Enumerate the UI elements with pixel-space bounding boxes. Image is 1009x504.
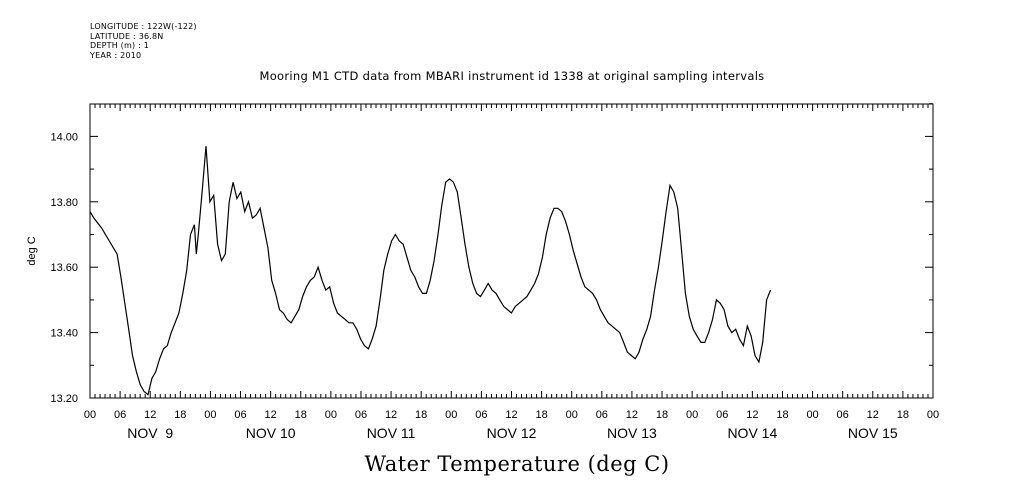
x-axis: 00 06 12 18 00 06 12 18 00 06 12 18 00 06 12 18 00 06 12 18… <box>84 391 939 441</box>
x-tick-label: 18 <box>295 409 307 421</box>
x-tick-label: 12 <box>265 409 277 421</box>
x-tick-label: 00 <box>204 409 216 421</box>
x-day-label: NOV 11 <box>367 425 416 441</box>
series-line <box>89 146 772 396</box>
x-day-label: NOV 9 <box>127 425 173 441</box>
x-tick-label: 00 <box>806 409 818 421</box>
y-axis: 13.20 13.40 13.60 13.80 14.00 <box>50 103 933 405</box>
x-tick-label: 06 <box>716 409 728 421</box>
meta-longitude: LONGITUDE : 122W(-122) <box>90 22 197 31</box>
x-tick-label: 00 <box>686 409 698 421</box>
x-tick-label: 12 <box>144 409 156 421</box>
top-axis <box>89 104 934 111</box>
meta-latitude: LATITUDE : 36.8N <box>90 31 164 41</box>
plot-frame <box>89 103 934 399</box>
x-day-label: NOV 15 <box>848 425 898 441</box>
x-tick-label: 18 <box>776 409 788 421</box>
y-tick-label: 13.80 <box>50 197 78 209</box>
x-tick-label: 18 <box>656 409 668 421</box>
x-tick-label: 18 <box>415 409 427 421</box>
meta-year: YEAR : 2010 <box>90 50 142 60</box>
x-tick-label: 12 <box>626 409 638 421</box>
x-tick-label: 06 <box>234 409 246 421</box>
x-tick-label: 18 <box>897 409 909 421</box>
x-tick-label: 06 <box>355 409 367 421</box>
chart-title: Mooring M1 CTD data from MBARI instrumen… <box>259 69 765 83</box>
x-day-label: NOV 10 <box>246 425 296 441</box>
y-tick-label: 13.40 <box>50 328 78 340</box>
x-tick-label: 06 <box>837 409 849 421</box>
y-axis-label: deg C <box>26 236 38 265</box>
x-day-label: NOV 14 <box>727 425 777 441</box>
metadata-block: LONGITUDE : 122W(-122) LATITUDE : 36.8N … <box>90 22 197 60</box>
x-tick-label: 12 <box>385 409 397 421</box>
x-tick-label: 00 <box>445 409 457 421</box>
y-tick-label: 14.00 <box>50 131 78 143</box>
x-tick-label: 00 <box>566 409 578 421</box>
y-tick-label: 13.20 <box>50 393 78 405</box>
x-tick-label: 12 <box>746 409 758 421</box>
x-tick-label: 12 <box>867 409 879 421</box>
x-tick-label: 06 <box>114 409 126 421</box>
x-day-label: NOV 13 <box>607 425 657 441</box>
x-day-label: NOV 12 <box>487 425 537 441</box>
x-tick-label: 18 <box>535 409 547 421</box>
x-tick-label: 00 <box>84 409 96 421</box>
x-axis-title: Water Temperature (deg C) <box>364 452 670 476</box>
x-tick-label: 00 <box>325 409 337 421</box>
x-tick-label: 06 <box>475 409 487 421</box>
x-tick-label: 06 <box>596 409 608 421</box>
x-tick-label: 18 <box>174 409 186 421</box>
x-tick-label: 00 <box>927 409 939 421</box>
meta-depth: DEPTH (m) : 1 <box>90 41 150 50</box>
y-tick-label: 13.60 <box>50 262 78 274</box>
x-tick-label: 12 <box>505 409 517 421</box>
